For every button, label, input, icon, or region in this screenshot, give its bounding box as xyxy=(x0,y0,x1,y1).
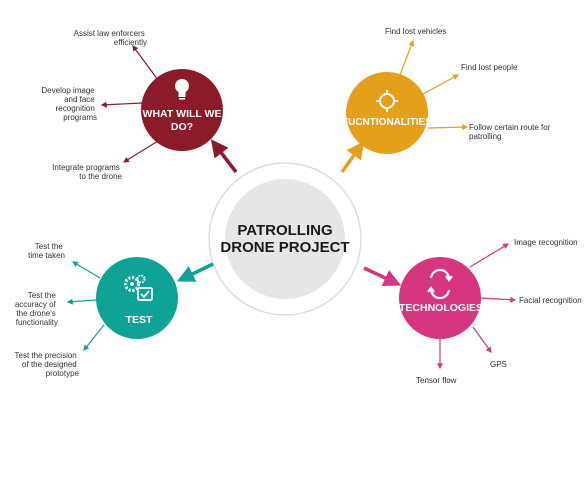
test-branch-2 xyxy=(66,298,97,305)
center-title-line2: DRONE PROJECT xyxy=(220,239,349,256)
what-will-we-do-title-line1: WHAT WILL WE xyxy=(143,108,222,120)
functionalities-circle xyxy=(346,72,428,154)
node-technologies: TECHNOLOGIES Image recognition Facial re… xyxy=(399,238,582,385)
center-circle xyxy=(225,179,345,299)
test-branch-3 xyxy=(83,324,105,351)
what-item-1: Assist law enforcers efficiently xyxy=(74,29,147,47)
functionalities-branch-3 xyxy=(427,124,469,131)
technologies-item-2: Facial recognition xyxy=(519,296,582,305)
connector-center-what xyxy=(210,139,238,174)
functionalities-branch-1 xyxy=(399,39,415,76)
technologies-branch-2 xyxy=(480,296,517,303)
test-item-1: Test the time taken xyxy=(28,242,65,260)
technologies-item-1: Image recognition xyxy=(514,238,578,247)
functionalities-item-3: Follow certain route for patrolling xyxy=(469,123,553,141)
test-branch-1 xyxy=(71,261,101,279)
technologies-title: TECHNOLOGIES xyxy=(399,302,483,314)
what-branch-3 xyxy=(122,140,159,163)
what-branch-2 xyxy=(100,101,143,108)
what-branch-1 xyxy=(132,45,159,81)
what-will-we-do-title-line2: DO? xyxy=(171,121,193,133)
test-title: TEST xyxy=(126,314,153,326)
center-node: PATROLLING DRONE PROJECT xyxy=(208,162,362,316)
gears-checklist-icon xyxy=(124,274,153,301)
connector-center-test xyxy=(176,262,214,282)
what-will-we-do-circle xyxy=(141,69,223,151)
node-what-will-we-do: WHAT WILL WE DO? Assist law enforcers ef… xyxy=(41,29,223,181)
what-item-2: Develop image and face recognition progr… xyxy=(41,86,97,122)
functionalities-item-2: Find lost people xyxy=(461,63,518,72)
functionalities-item-1: Find lost vehicles xyxy=(385,27,446,36)
test-item-2: Test the accuracy of the drone's functio… xyxy=(15,291,58,327)
center-title-line1: PATROLLING xyxy=(237,222,332,239)
technologies-branch-3 xyxy=(472,326,492,353)
node-test: TEST Test the time taken Test the accura… xyxy=(15,242,178,378)
cycle-arrows-icon xyxy=(427,268,453,300)
technologies-item-3: GPS xyxy=(490,360,507,369)
technologies-branch-1 xyxy=(469,243,510,268)
node-functionalities: FUCNTIONALITIES Find lost vehicles Find … xyxy=(342,27,553,154)
functionalities-title: FUCNTIONALITIES xyxy=(342,117,432,128)
crosshair-icon xyxy=(376,90,398,112)
technologies-item-4: Tensor flow xyxy=(416,376,457,385)
lightbulb-icon xyxy=(175,79,189,100)
functionalities-branch-2 xyxy=(422,74,460,95)
connector-center-functionalities xyxy=(340,141,365,174)
test-circle xyxy=(96,257,178,339)
what-item-3: Integrate programs to the drone xyxy=(52,163,122,181)
connector-center-technologies xyxy=(363,266,402,286)
test-item-3: Test the precision of the designed proto… xyxy=(15,351,80,378)
